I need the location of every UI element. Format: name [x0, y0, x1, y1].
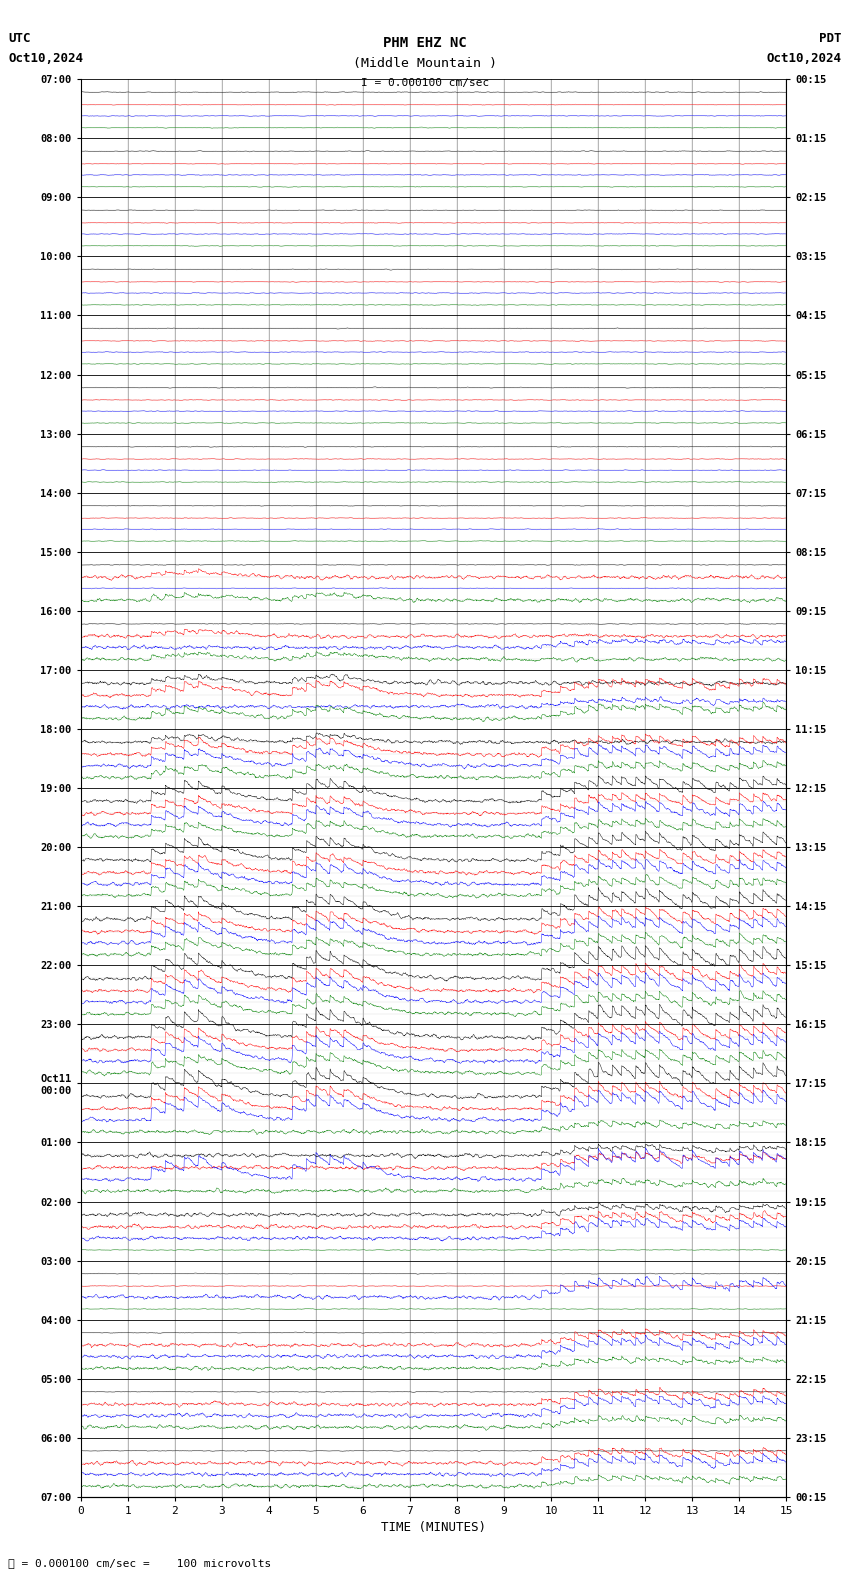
Text: UTC: UTC: [8, 32, 31, 44]
X-axis label: TIME (MINUTES): TIME (MINUTES): [381, 1522, 486, 1535]
Text: I = 0.000100 cm/sec: I = 0.000100 cm/sec: [361, 78, 489, 87]
Text: PDT: PDT: [819, 32, 842, 44]
Text: ℓ = 0.000100 cm/sec =    100 microvolts: ℓ = 0.000100 cm/sec = 100 microvolts: [8, 1559, 272, 1568]
Text: Oct10,2024: Oct10,2024: [8, 52, 83, 65]
Text: PHM EHZ NC: PHM EHZ NC: [383, 36, 467, 51]
Text: (Middle Mountain ): (Middle Mountain ): [353, 57, 497, 70]
Text: Oct10,2024: Oct10,2024: [767, 52, 842, 65]
